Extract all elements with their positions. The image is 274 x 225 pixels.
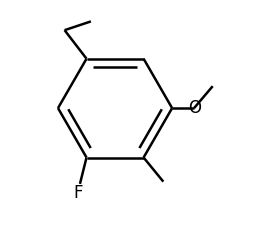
Text: O: O: [188, 99, 201, 117]
Text: F: F: [73, 184, 82, 202]
